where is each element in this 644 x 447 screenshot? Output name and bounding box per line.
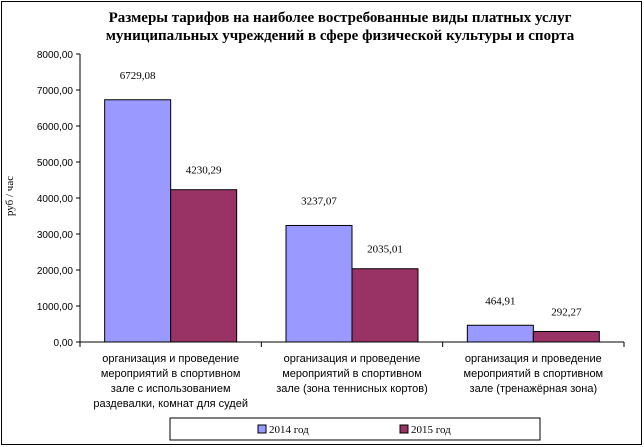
data-label: 4230,29 (186, 165, 222, 177)
x-category-label: организация и проведение (102, 353, 239, 365)
y-axis-label: руб / час (4, 176, 16, 216)
legend-label: 2014 год (269, 424, 309, 436)
y-tick-label: 1000,00 (37, 302, 74, 313)
y-tick-label: 3000,00 (37, 230, 74, 241)
y-tick-label: 2000,00 (37, 266, 74, 277)
legend-label: 2015 год (411, 424, 451, 436)
bar[interactable] (351, 268, 419, 343)
data-label: 464,91 (485, 295, 515, 307)
y-tick-label: 4000,00 (37, 194, 74, 205)
chart-title-line: муниципальных учреждений в сфере физичес… (106, 28, 575, 44)
x-category-label: зале (тренажёрная зона) (470, 383, 598, 395)
y-tick-label: 6000,00 (37, 122, 74, 133)
x-category-label: организация и проведение (284, 353, 421, 365)
x-category-label: зале (зона теннисных кортов) (276, 383, 428, 395)
x-category-label: мероприятий в спортивном (101, 368, 241, 380)
legend-swatch (257, 424, 267, 434)
legend-swatch (399, 424, 409, 434)
bar[interactable] (104, 99, 172, 343)
x-category-label: организация и проведение (465, 353, 602, 365)
x-category-label: раздевалки, комнат для судей (93, 398, 248, 410)
bar[interactable] (170, 189, 238, 343)
y-tick-label: 7000,00 (37, 86, 74, 97)
x-category-label: мероприятий в спортивном (464, 368, 604, 380)
y-tick-label: 8000,00 (37, 50, 74, 61)
bar[interactable] (285, 224, 353, 343)
x-category-label: мероприятий в спортивном (282, 368, 422, 380)
bar[interactable] (532, 330, 600, 343)
y-tick-label: 5000,00 (37, 158, 74, 169)
data-label: 6729,08 (120, 70, 156, 82)
chart-title-line: Размеры тарифов на наиболее востребованн… (109, 10, 572, 26)
legend-box (169, 417, 541, 441)
x-category-label: зале с использованием (111, 383, 231, 395)
data-label: 3237,07 (301, 195, 337, 207)
bar[interactable] (466, 324, 534, 343)
y-tick-label: 0,00 (54, 338, 74, 349)
data-label: 292,27 (551, 306, 582, 318)
data-label: 2035,01 (367, 244, 403, 256)
